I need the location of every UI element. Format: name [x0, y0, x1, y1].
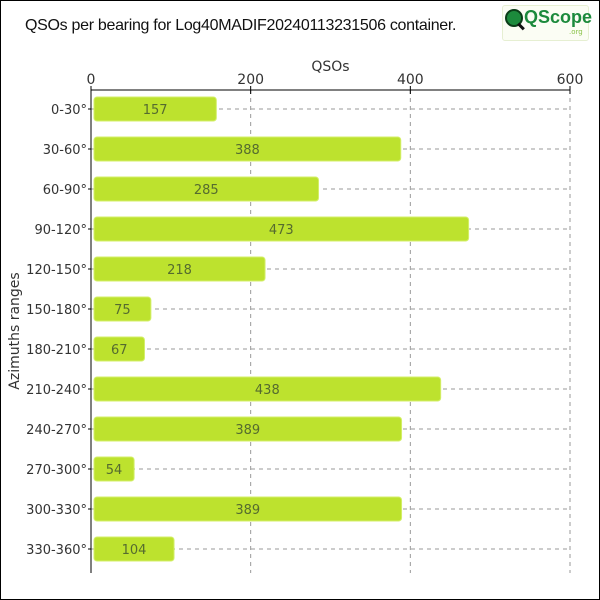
- globe-icon: [505, 9, 523, 27]
- bar-value-label: 389: [235, 503, 260, 518]
- bar-value-label: 67: [111, 343, 128, 358]
- y-tick-label: 90-120°: [34, 223, 87, 238]
- bar-value-label: 473: [269, 223, 294, 238]
- bar: [93, 176, 320, 202]
- y-tick-label: 60-90°: [43, 183, 87, 198]
- bar-value-label: 389: [235, 423, 260, 438]
- bar: [93, 136, 402, 162]
- x-tick-label: 0: [87, 72, 96, 88]
- y-tick-label: 30-60°: [43, 143, 87, 158]
- bar: [93, 216, 470, 242]
- y-tick-label: 210-240°: [26, 383, 87, 398]
- bar: [93, 416, 403, 442]
- bar-value-label: 157: [143, 103, 168, 118]
- y-tick-label: 330-360°: [26, 543, 87, 558]
- bar-value-label: 104: [122, 543, 147, 558]
- x-axis-label: QSOs: [311, 59, 349, 75]
- bar: [93, 496, 403, 522]
- bar: [93, 456, 135, 482]
- bar: [93, 536, 175, 562]
- x-tick-label: 200: [237, 72, 264, 88]
- bar: [93, 296, 152, 322]
- y-tick-label: 270-300°: [26, 463, 87, 478]
- y-axis-label: Azimuths ranges: [7, 272, 23, 389]
- x-tick-label: 600: [557, 72, 584, 88]
- y-tick-label: 0-30°: [51, 103, 87, 118]
- y-tick-label: 240-270°: [26, 423, 87, 438]
- x-tick-label: 400: [397, 72, 424, 88]
- chart-title: QSOs per bearing for Log40MADIF202401132…: [25, 17, 457, 34]
- y-tick-label: 120-150°: [26, 263, 87, 278]
- logo-suffix: .org: [569, 28, 583, 36]
- bar: [93, 96, 217, 122]
- bar-value-label: 54: [106, 463, 123, 478]
- qscope-logo: QScope .org: [502, 5, 593, 41]
- y-tick-label: 150-180°: [26, 303, 87, 318]
- bar-value-label: 438: [255, 383, 280, 398]
- bar-value-label: 285: [194, 183, 219, 198]
- bar-value-label: 218: [167, 263, 192, 278]
- bar: [93, 336, 145, 362]
- bar-value-label: 388: [235, 143, 260, 158]
- y-tick-label: 180-210°: [26, 343, 87, 358]
- y-tick-label: 300-330°: [26, 503, 87, 518]
- bar: [93, 376, 442, 402]
- logo-text: QScope: [524, 7, 593, 27]
- bar-value-label: 75: [114, 303, 131, 318]
- bar: [93, 256, 266, 282]
